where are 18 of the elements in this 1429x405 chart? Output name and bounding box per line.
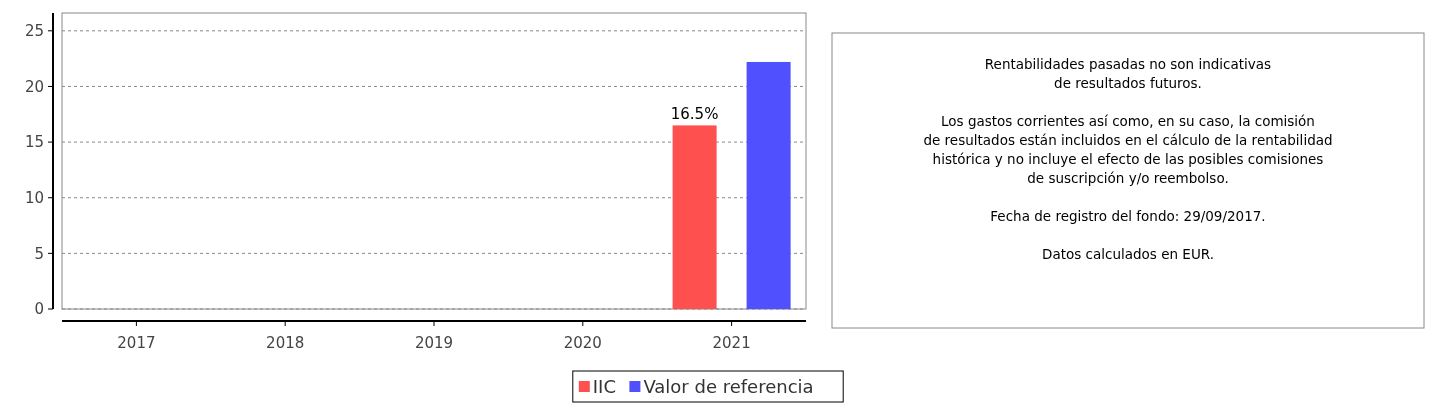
x-tick-label: 2021: [712, 334, 751, 352]
x-tick-label: 2019: [414, 334, 454, 352]
x-tick-label: 2018: [266, 334, 305, 352]
y-tick-label: 10: [24, 188, 44, 207]
x-tick-label: 2017: [117, 334, 156, 352]
y-tick-label: 20: [24, 77, 44, 96]
data-label: 16.5%: [670, 105, 719, 124]
x-tick-label: 2020: [563, 334, 602, 352]
text: Datos calculados en EUR.: [1042, 246, 1214, 262]
y-tick-label: 15: [24, 133, 44, 152]
y-tick-label: 25: [24, 22, 44, 41]
text: Rentabilidades pasadas no son indicativas de resultados futuros.: [984, 56, 1272, 91]
text: Los gastos corrientes así como, en su caso, la comisión de resultados están incluidos en el cálculo de la rentabilidad histórica y no incluye el efecto de las posibles comisiones de suscripción y/o reembolso.: [923, 113, 1333, 186]
y-tick-label: 5: [34, 244, 44, 263]
text: Fecha de registro del fondo: 29/09/2017.: [990, 208, 1266, 224]
legend-label: IIC: [592, 376, 616, 398]
y-tick-label: 0: [34, 300, 44, 319]
legend-label: Valor de referencia: [643, 376, 814, 398]
